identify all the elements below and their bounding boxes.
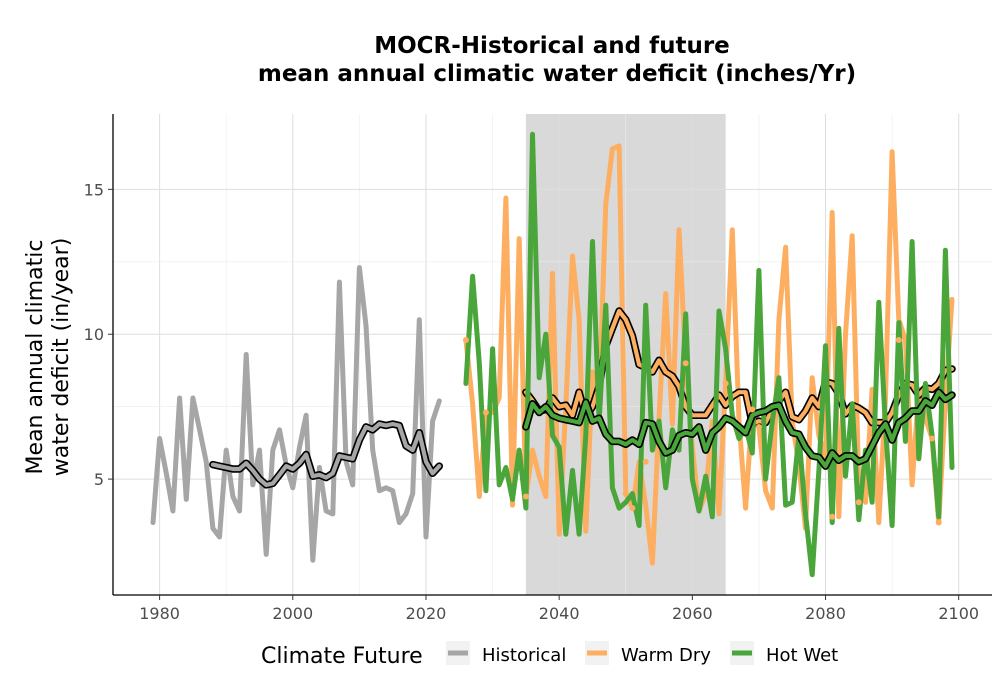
point-warm-dry-2097 [935,519,942,526]
point-warm-dry-2070 [755,423,762,430]
point-warm-dry-2026 [462,337,469,344]
series-line-historical-smoothed [210,421,442,487]
legend: Climate Future Historical Warm Dry Hot W… [261,641,838,669]
x-tick-label-2100: 2100 [938,604,979,623]
x-tick-label-2060: 2060 [672,604,713,623]
legend-entry-hot-wet: Hot Wet [730,641,838,666]
series-line-warm-dry [463,143,955,566]
y-axis-title: Mean annual climatic water deficit (in/y… [23,238,74,477]
legend-label-warm-dry: Warm Dry [621,645,711,666]
point-warm-dry-2059 [682,360,689,367]
x-tick-label-2020: 2020 [406,604,447,623]
legend-entry-warm-dry: Warm Dry [585,641,711,666]
point-warm-dry-2069 [749,406,756,413]
point-warm-dry-2091 [895,337,902,344]
x-tick-label-2040: 2040 [539,604,580,623]
axes: 1980 2000 2020 2040 2060 2080 2100 5 10 15 [84,114,992,623]
y-tick-label-15: 15 [84,180,104,199]
point-warm-dry-2065 [722,380,729,387]
point-warm-dry-2035 [522,493,529,500]
y-axis-title-line-2: water deficit (in/year) [49,238,74,477]
point-warm-dry-2096 [929,435,936,442]
series-line-historical [150,265,442,563]
x-tick-label-1980: 1980 [139,604,180,623]
points-layer [462,337,942,526]
point-warm-dry-2081 [829,513,836,520]
y-tick-label-10: 10 [84,325,104,344]
series-line-hot-wet [463,131,955,578]
y-axis-title-line-1: Mean annual climatic [23,240,48,475]
legend-entry-historical: Historical [446,641,566,666]
legend-label-historical: Historical [482,645,566,666]
plot-area: 1980 2000 2020 2040 2060 2080 2100 5 10 15 [84,114,992,623]
series-line-hot-wet-smoothed [523,390,955,469]
legend-label-hot-wet: Hot Wet [766,645,838,666]
chart-title-line-2: mean annual climatic water deficit (inch… [258,61,856,87]
point-warm-dry-2051 [629,505,636,512]
y-tick-label-5: 5 [94,470,104,489]
point-warm-dry-2029 [482,409,489,416]
x-tick-label-2000: 2000 [272,604,313,623]
x-tick-label-2080: 2080 [805,604,846,623]
point-warm-dry-2050 [622,490,629,497]
point-warm-dry-2053 [642,458,649,465]
legend-title: Climate Future [261,644,423,669]
chart-title-line-1: MOCR-Historical and future [374,33,730,59]
series-layer [150,131,956,578]
point-warm-dry-2085 [855,499,862,506]
